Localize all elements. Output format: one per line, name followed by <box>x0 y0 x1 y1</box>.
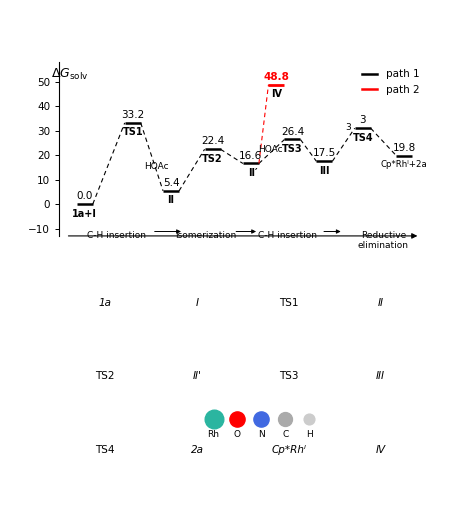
Text: TS1: TS1 <box>279 297 299 308</box>
Text: HOAc: HOAc <box>145 162 169 170</box>
Text: 17.5: 17.5 <box>313 148 336 159</box>
Text: TS3: TS3 <box>282 144 303 154</box>
Legend: path 1, path 2: path 1, path 2 <box>360 67 421 97</box>
Text: Isomerization: Isomerization <box>175 231 237 239</box>
Text: 19.8: 19.8 <box>392 143 416 153</box>
Text: TS2: TS2 <box>202 154 223 164</box>
Text: TS4: TS4 <box>95 445 115 455</box>
Text: 48.8: 48.8 <box>264 71 290 82</box>
Text: 1a: 1a <box>99 297 112 308</box>
Text: 3: 3 <box>346 123 351 132</box>
Text: N: N <box>258 430 264 439</box>
Text: III: III <box>376 371 385 381</box>
Text: O: O <box>234 430 241 439</box>
Text: 33.2: 33.2 <box>121 110 145 120</box>
Text: TS3: TS3 <box>279 371 299 381</box>
Text: II: II <box>167 195 174 205</box>
Text: 0.0: 0.0 <box>77 191 93 201</box>
Text: Cp*Rhᴵ: Cp*Rhᴵ <box>272 445 306 455</box>
Text: 26.4: 26.4 <box>281 126 304 137</box>
Text: TS4: TS4 <box>352 133 373 142</box>
Text: Cp*Rhᴵ+2a: Cp*Rhᴵ+2a <box>381 160 428 169</box>
Text: 22.4: 22.4 <box>201 136 224 147</box>
Text: Reductive
elimination: Reductive elimination <box>358 231 409 250</box>
Text: 2a: 2a <box>191 445 203 455</box>
Text: H: H <box>306 430 312 439</box>
Text: II′: II′ <box>248 168 257 178</box>
Text: $\Delta G_{\rm solv}$: $\Delta G_{\rm solv}$ <box>51 67 89 82</box>
Text: Rh: Rh <box>208 430 219 439</box>
Text: III: III <box>319 166 329 176</box>
Text: TS2: TS2 <box>95 371 115 381</box>
Text: C-H insertion: C-H insertion <box>258 231 317 239</box>
Text: II': II' <box>192 371 201 381</box>
Text: II: II <box>378 297 383 308</box>
Text: C: C <box>282 430 288 439</box>
Text: C-H insertion: C-H insertion <box>87 231 146 239</box>
Text: 3: 3 <box>359 116 366 125</box>
Text: TS1: TS1 <box>122 127 143 137</box>
Text: IV: IV <box>271 89 282 99</box>
Text: HOAc: HOAc <box>258 145 283 153</box>
Text: I: I <box>195 297 199 308</box>
Text: IV: IV <box>375 445 386 455</box>
Text: 1a+I: 1a+I <box>73 209 97 219</box>
Text: 16.6: 16.6 <box>239 151 263 161</box>
Text: 5.4: 5.4 <box>163 178 179 188</box>
